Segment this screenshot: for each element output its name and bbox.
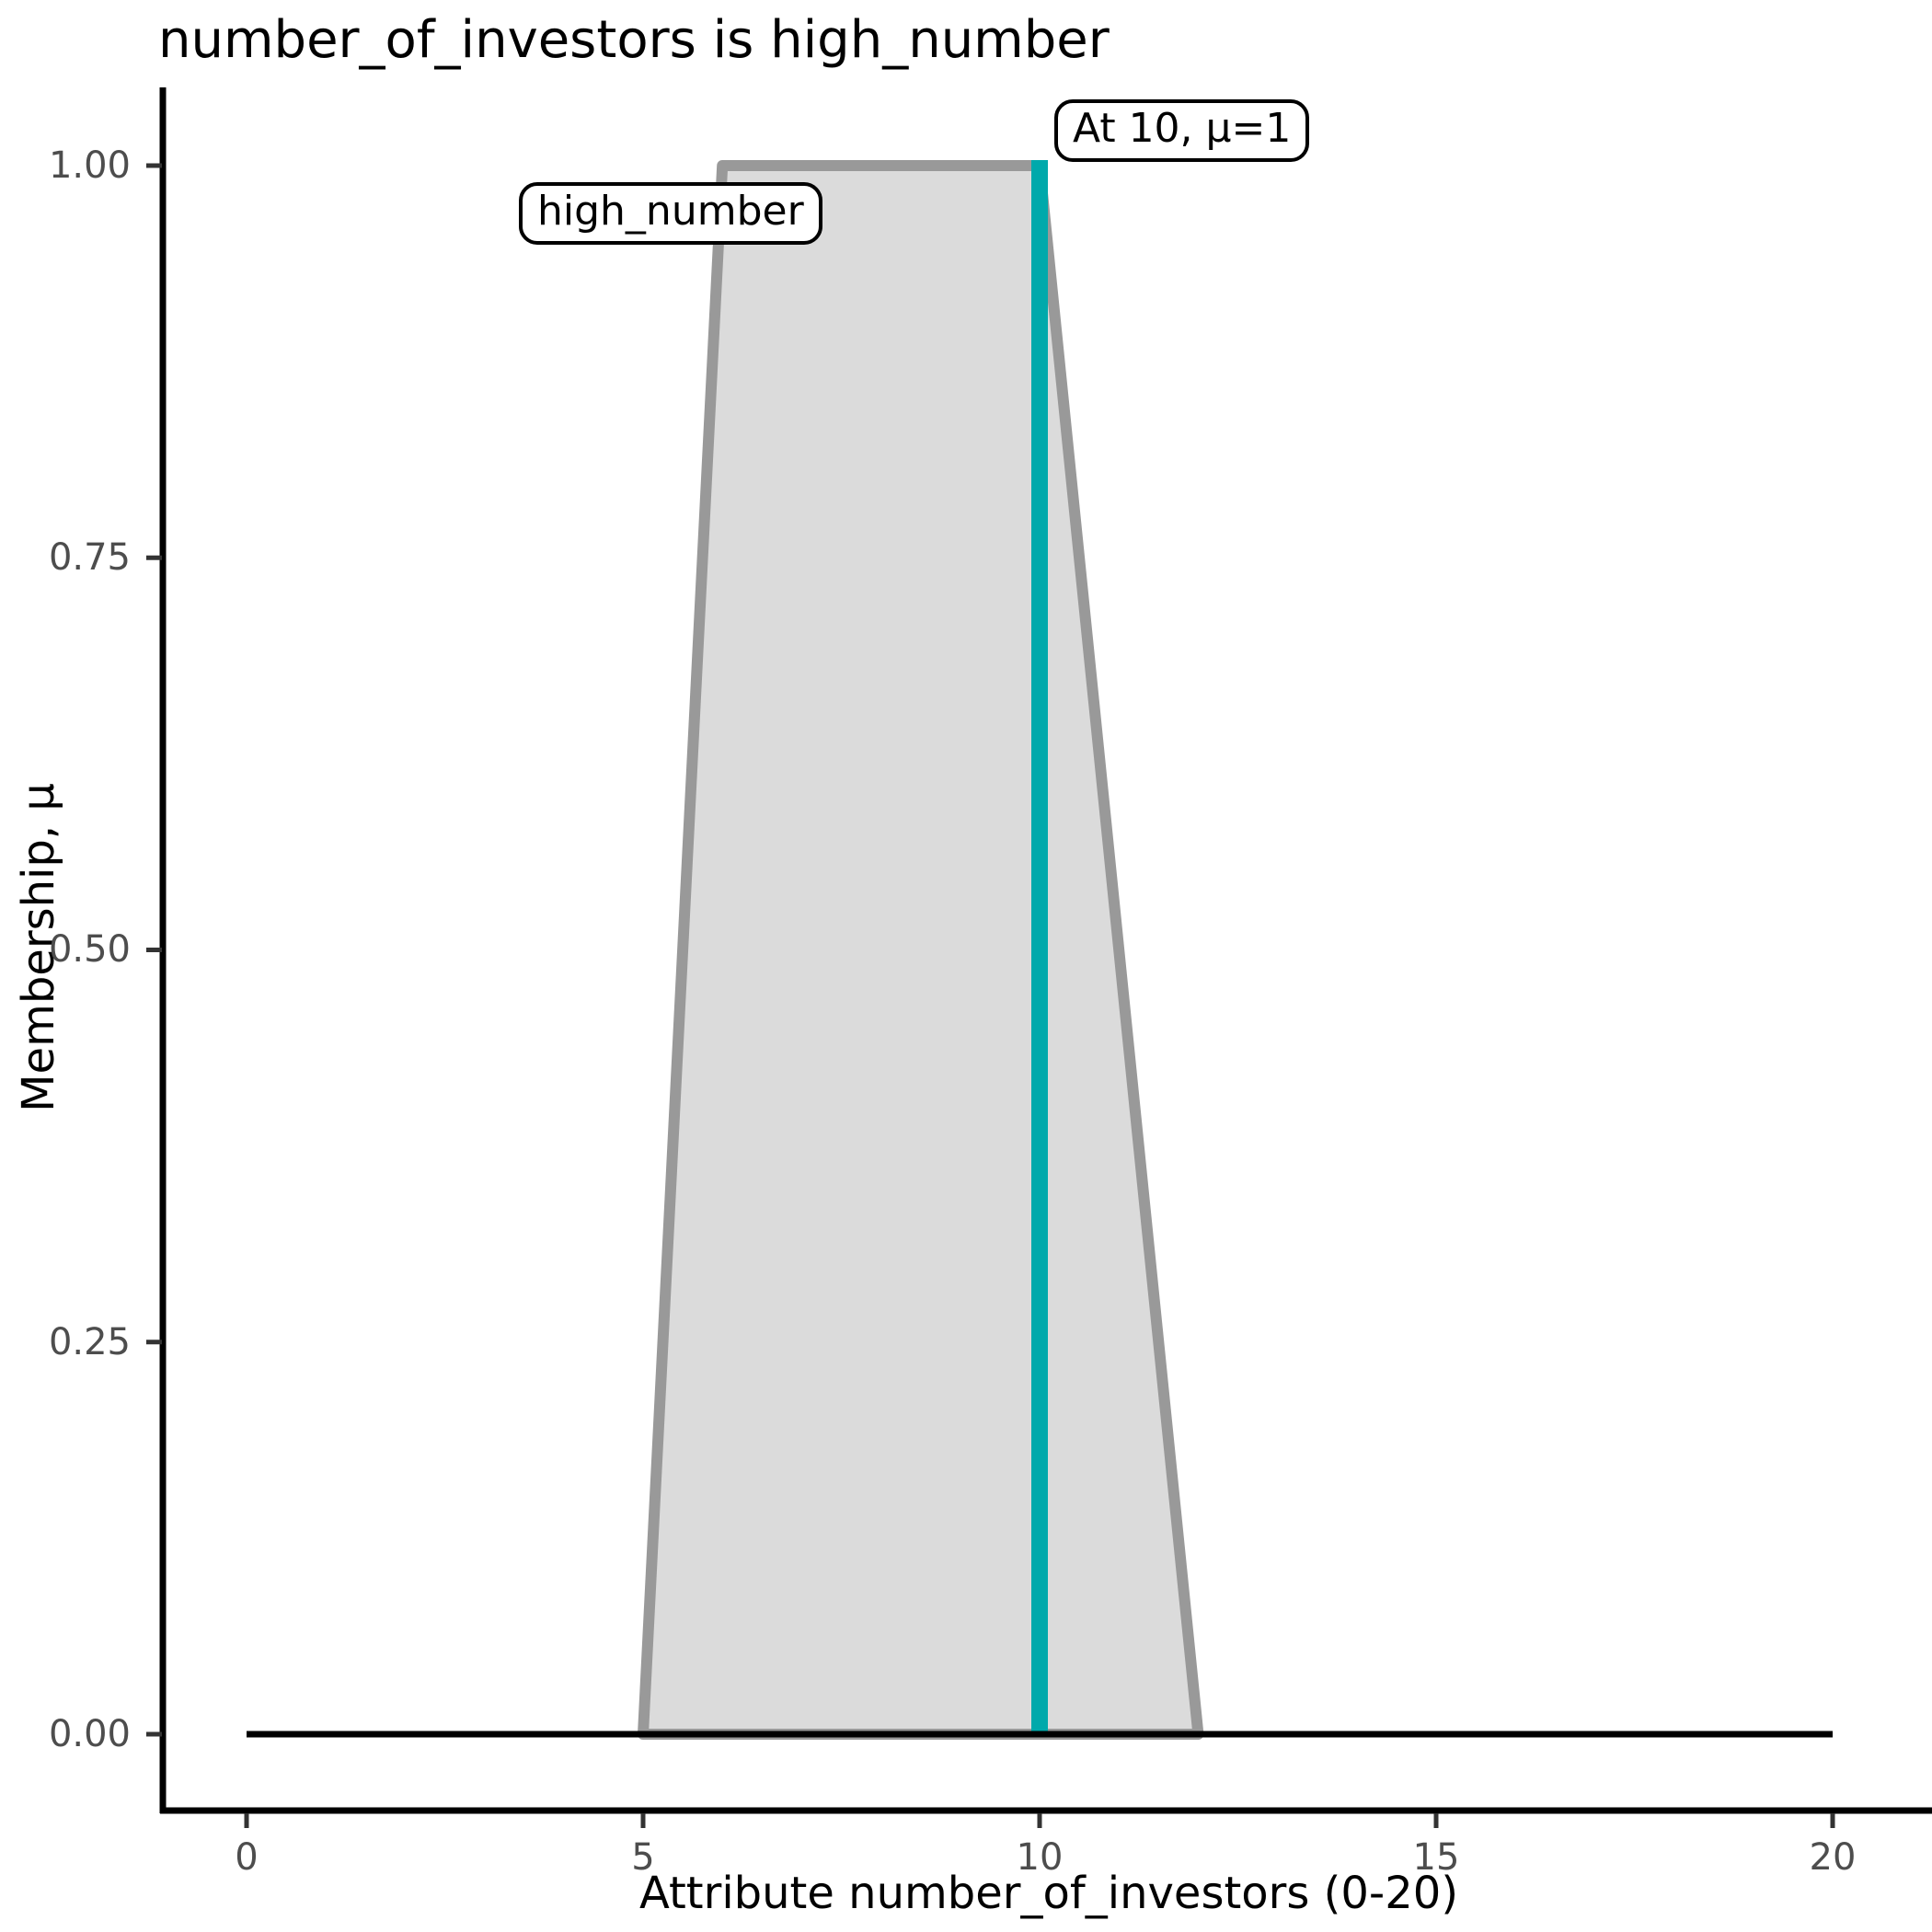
x-tick-label-0: 0 xyxy=(235,1836,259,1879)
page-title: number_of_investors is high_number xyxy=(158,10,1110,70)
input-value-annotation: At 10, μ=1 xyxy=(1054,99,1310,163)
y-tick-label-0.00: 0.00 xyxy=(48,1713,131,1755)
y-tick-label-0.50: 0.50 xyxy=(48,928,131,971)
x-tick-label-15: 15 xyxy=(1412,1836,1460,1879)
x-axis-title: Attribute number_of_investors (0-20) xyxy=(638,1868,1459,1919)
y-tick-label-0.25: 0.25 xyxy=(48,1321,131,1363)
x-tick-label-5: 5 xyxy=(631,1836,655,1879)
x-tick-marks xyxy=(244,1813,1835,1828)
x-tick-label-10: 10 xyxy=(1016,1836,1064,1879)
y-tick-marks xyxy=(146,163,162,1737)
fuzzy-set-label: high_number xyxy=(519,182,822,246)
y-tick-label-1.00: 1.00 xyxy=(48,144,131,187)
y-tick-label-0.75: 0.75 xyxy=(48,536,131,579)
membership-area xyxy=(638,160,1204,1740)
x-tick-label-20: 20 xyxy=(1809,1836,1857,1879)
